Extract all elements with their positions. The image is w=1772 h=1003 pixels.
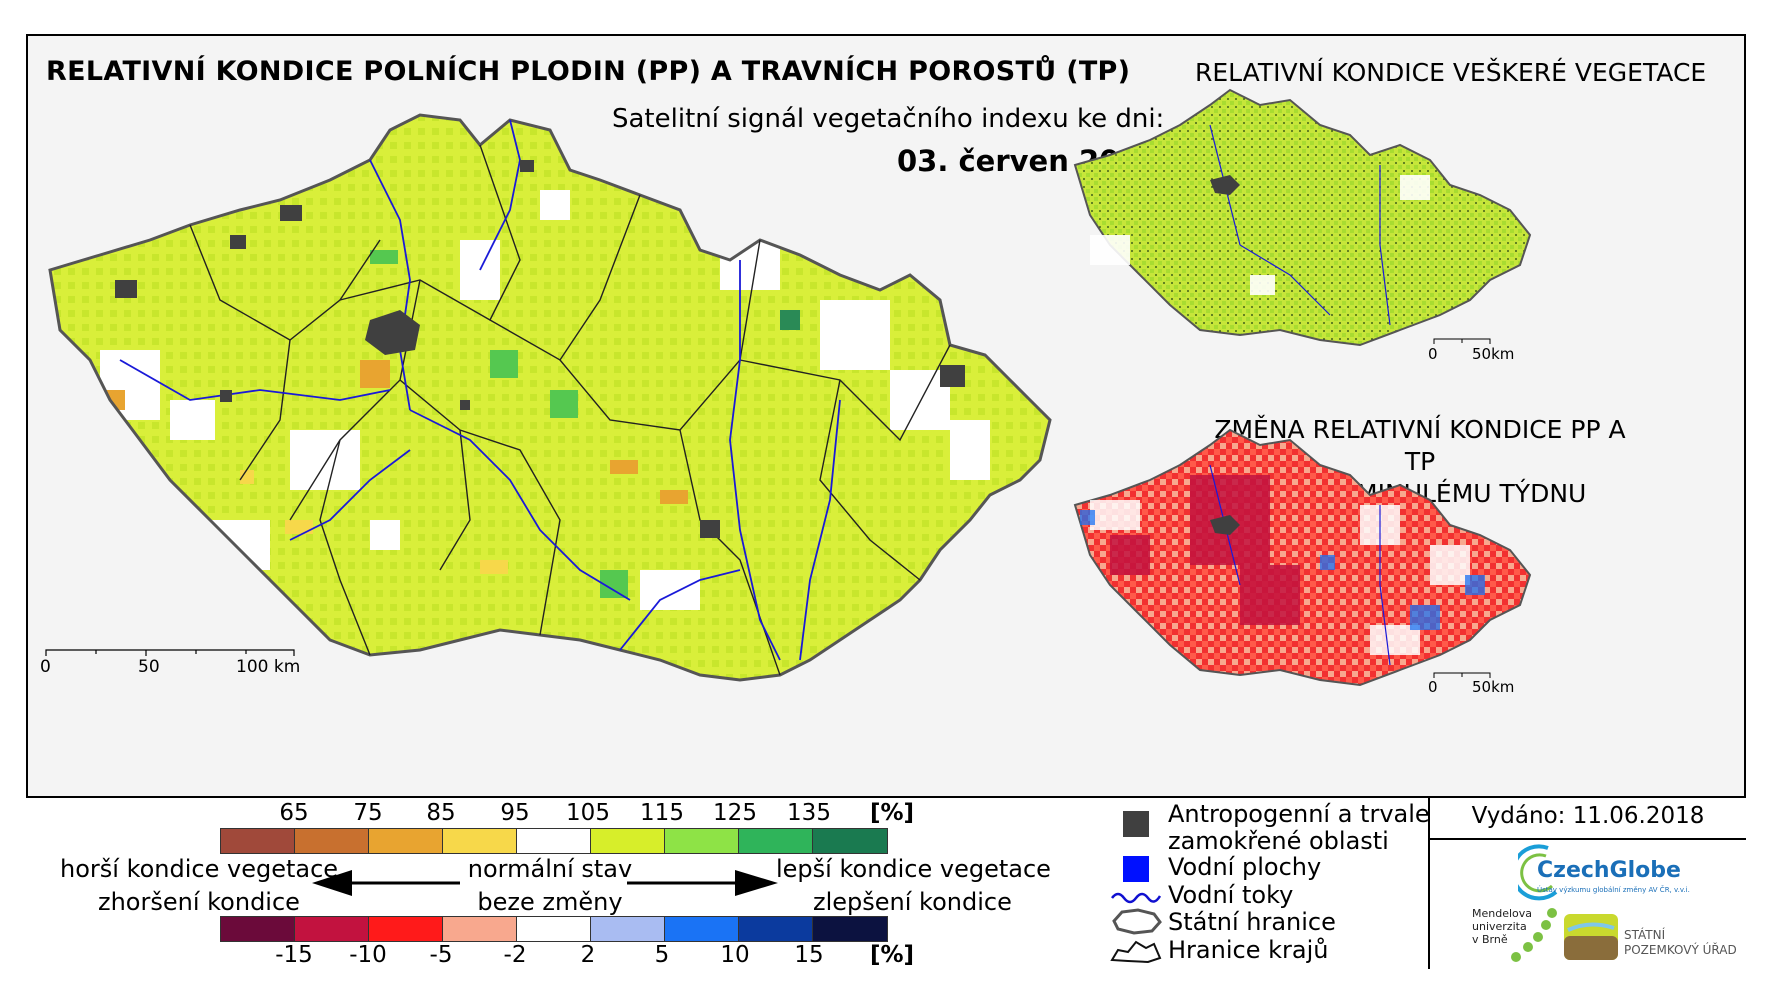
region-border-label: Hranice krajů: [1168, 936, 1329, 964]
anthropogenic-label-1: Antropogenní a trvale: [1168, 800, 1430, 828]
cond-tick-85: 85: [426, 800, 456, 826]
cond-tick-135: 135: [787, 800, 831, 826]
mendel-line3: v Brně: [1472, 933, 1508, 946]
cond-tick-115: 115: [640, 800, 684, 826]
condition-swatch-6: [664, 829, 739, 853]
veg-scale-0: 0: [1428, 345, 1438, 363]
condition-swatch-0: [221, 829, 295, 853]
worsening-label: zhoršení kondice: [98, 888, 300, 916]
chg-tick-m15: -15: [275, 942, 313, 968]
chg-unit: [%]: [869, 942, 915, 968]
legend-divider: [1428, 796, 1430, 969]
mendel-line2: univerzita: [1472, 920, 1527, 933]
change-swatch-3: [442, 917, 517, 941]
vegetation-scalebar: [1433, 338, 1491, 344]
condition-swatch-7: [738, 829, 813, 853]
left-arrow-icon: [312, 870, 460, 896]
issued-divider: [1428, 838, 1746, 840]
pixel-patches: [100, 190, 990, 610]
condition-swatch-8: [812, 829, 887, 853]
scale-50: 50: [138, 657, 160, 677]
main-condition-map: [48, 113, 1052, 682]
change-swatch-1: [294, 917, 369, 941]
change-swatch-8: [812, 917, 887, 941]
main-title: RELATIVNÍ KONDICE POLNÍCH PLODIN (PP) A …: [46, 56, 1131, 87]
czechglobe-subtitle: Ústav výzkumu globální změny AV ČR, v.v.…: [1537, 886, 1690, 894]
state-border-icon: [1112, 908, 1162, 935]
normal-label: normální stav: [467, 855, 633, 883]
chg-scale-50km: 50km: [1472, 678, 1515, 696]
change-swatch-2: [368, 917, 443, 941]
scale-100km: 100 km: [236, 657, 301, 677]
spu-logo-icon: [1564, 914, 1618, 960]
cond-tick-125: 125: [713, 800, 757, 826]
worse-condition-label: horší kondice vegetace: [60, 855, 339, 883]
better-condition-label: lepší kondice vegetace: [776, 855, 1051, 883]
cond-tick-105: 105: [566, 800, 610, 826]
chg-tick-10: 10: [720, 942, 750, 968]
water-courses-label: Vodní toky: [1168, 881, 1294, 909]
vegetation-condition-map: [1073, 88, 1532, 347]
improvement-label: zlepšení kondice: [813, 888, 1012, 916]
spu-line1: STÁTNÍ: [1624, 928, 1666, 942]
rivers: [119, 119, 841, 661]
issued-date: Vydáno: 11.06.2018: [1471, 803, 1705, 829]
right-arrow-icon: [627, 870, 778, 896]
anthropogenic-label-2: zamokřené oblasti: [1168, 827, 1389, 855]
chg-tick-5: 5: [654, 942, 670, 968]
change-swatch-6: [664, 917, 739, 941]
spu-line2: POZEMKOVÝ ÚŘAD: [1624, 943, 1737, 957]
czechglobe-logo: [1518, 844, 1558, 901]
water-bodies-swatch: [1123, 856, 1149, 882]
state-border-label: Státní hranice: [1168, 908, 1336, 936]
water-bodies-label: Vodní plochy: [1168, 853, 1322, 881]
cond-tick-95: 95: [500, 800, 530, 826]
region-borders: [189, 144, 951, 676]
change-swatch-0: [221, 917, 295, 941]
veg-scale-50km: 50km: [1472, 345, 1515, 363]
chg-tick-m5: -5: [429, 942, 453, 968]
condition-swatch-2: [368, 829, 443, 853]
scale-0: 0: [40, 657, 51, 677]
change-swatch-4: [516, 917, 591, 941]
spu-logo-text: STÁTNÍ POZEMKOVÝ ÚŘAD: [1624, 928, 1737, 958]
condition-swatch-1: [294, 829, 369, 853]
anthropogenic-areas: [115, 160, 965, 538]
cond-unit: [%]: [869, 800, 915, 826]
main-scalebar: [45, 649, 295, 656]
change-colorbar: [220, 916, 888, 942]
chg-tick-m10: -10: [349, 942, 387, 968]
change-title-line1: ZMĚNA RELATIVNÍ KONDICE PP A TP: [1214, 415, 1626, 476]
mendel-line1: Mendelova: [1472, 907, 1533, 920]
water-course-icon: [1111, 892, 1162, 904]
no-change-label: beze změny: [477, 888, 623, 916]
region-border-icon: [1110, 940, 1162, 964]
condition-swatch-3: [442, 829, 517, 853]
mendel-dots-logo: [1511, 908, 1557, 962]
anthropogenic-swatch: [1123, 811, 1149, 837]
condition-swatch-4: [516, 829, 591, 853]
condition-swatch-5: [590, 829, 665, 853]
chg-tick-15: 15: [794, 942, 824, 968]
subtitle: Satelitní signál vegetačního indexu ke d…: [612, 104, 1165, 134]
change-map: [1073, 428, 1532, 687]
vegetation-map-title: RELATIVNÍ KONDICE VEŠKERÉ VEGETACE: [1195, 58, 1707, 87]
cond-tick-65: 65: [279, 800, 309, 826]
cond-tick-75: 75: [353, 800, 383, 826]
chg-tick-2: 2: [580, 942, 596, 968]
change-scalebar: [1433, 672, 1491, 678]
change-swatch-5: [590, 917, 665, 941]
condition-colorbar: [220, 828, 888, 854]
czechglobe-name: CzechGlobe: [1537, 858, 1681, 883]
change-swatch-7: [738, 917, 813, 941]
chg-scale-0: 0: [1428, 678, 1438, 696]
state-border: [48, 113, 1052, 682]
mendel-logo-text: Mendelova univerzita v Brně: [1472, 907, 1532, 946]
chg-tick-m2: -2: [503, 942, 527, 968]
